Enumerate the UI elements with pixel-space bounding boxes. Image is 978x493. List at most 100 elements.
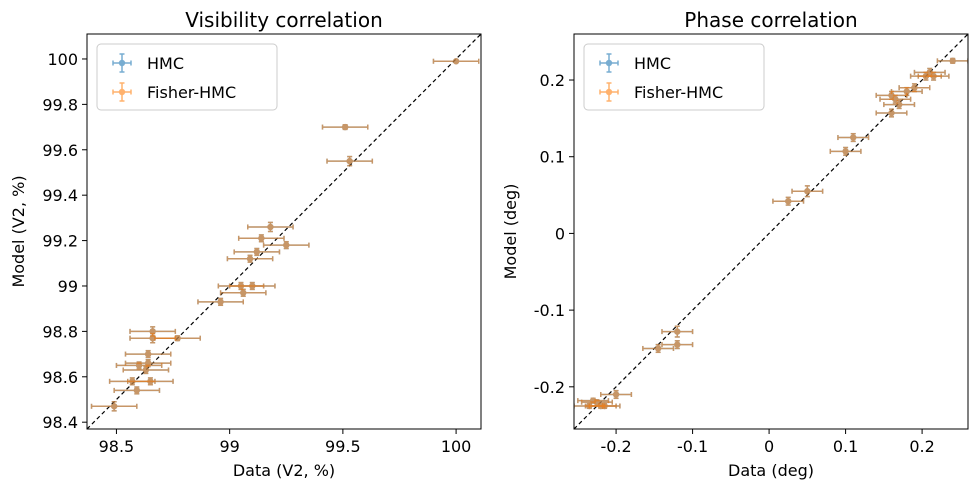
- x-tick-label: 98.5: [99, 437, 135, 456]
- data-point: [898, 83, 931, 93]
- y-tick-label: 0.1: [540, 148, 565, 167]
- data-point: [772, 196, 805, 206]
- y-tick-label: 98.4: [42, 413, 78, 432]
- point-marker: [240, 289, 247, 296]
- legend-label: Fisher-HMC: [147, 83, 236, 102]
- point-marker: [452, 58, 460, 65]
- data-point: [321, 123, 369, 131]
- point-marker: [804, 188, 811, 195]
- legend: HMC Fisher-HMC: [96, 43, 278, 111]
- hmc-legend-marker: [599, 53, 619, 73]
- point-marker: [654, 345, 662, 352]
- point-marker: [785, 198, 792, 205]
- x-axis-label: Data (V2, %): [233, 461, 335, 480]
- x-tick-label: 99: [219, 437, 239, 456]
- data-point: [883, 99, 916, 110]
- data-point: [233, 247, 281, 257]
- point-marker: [346, 157, 353, 165]
- data-point: [217, 281, 265, 291]
- y-axis-label: Model (V2, %): [9, 175, 28, 287]
- point-marker: [133, 387, 141, 394]
- legend-label: HMC: [634, 54, 671, 73]
- data-point: [262, 240, 310, 250]
- y-tick-label: 0.2: [540, 71, 565, 90]
- y-tick-label: 99.6: [42, 141, 78, 160]
- point-marker: [149, 334, 156, 342]
- data-point: [909, 71, 942, 81]
- point-marker: [850, 134, 857, 141]
- legend-box: [583, 43, 765, 111]
- legend-label: HMC: [147, 54, 184, 73]
- x-tick-label: -0.2: [600, 437, 631, 456]
- data-point: [122, 365, 170, 375]
- x-tick-label: 0.2: [909, 437, 934, 456]
- point-marker: [246, 255, 254, 262]
- data-point: [124, 349, 172, 359]
- fisher-hmc-series: [574, 57, 968, 410]
- fisher-hmc-legend-marker: [599, 82, 619, 102]
- point-marker: [674, 328, 681, 335]
- data-point: [129, 332, 177, 344]
- axes-frame: [573, 33, 969, 430]
- point-marker: [135, 362, 143, 369]
- point-marker: [258, 235, 265, 242]
- point-marker: [612, 391, 620, 398]
- hmc-legend-marker: [112, 53, 132, 73]
- data-point: [936, 57, 968, 65]
- y-axis-label: Model (deg): [501, 184, 520, 280]
- point-marker: [129, 378, 136, 385]
- y-tick-label: -0.1: [534, 301, 565, 320]
- point-marker: [949, 57, 956, 65]
- y-tick-label: 99.4: [42, 186, 78, 205]
- point-marker: [142, 366, 150, 374]
- data-point: [108, 377, 156, 386]
- data-point: [791, 185, 824, 198]
- x-tick-label: 0.1: [833, 437, 858, 456]
- data-point: [326, 155, 374, 167]
- data-point: [574, 402, 606, 410]
- data-point: [837, 132, 870, 143]
- point-marker: [842, 148, 849, 155]
- fisher-hmc-legend-marker: [112, 82, 132, 102]
- legend: HMC Fisher-HMC: [583, 43, 765, 111]
- data-point: [237, 234, 285, 243]
- data-point: [600, 389, 633, 400]
- phase-correlation-panel: Phase correlation -0.2 -0.1 0 0.1 0.2 -0.2 -0.1…: [501, 8, 969, 480]
- chart-title: Phase correlation: [684, 8, 857, 32]
- data-point: [197, 297, 244, 307]
- data-point: [661, 325, 694, 338]
- data-point: [219, 288, 267, 297]
- x-tick-label: 99.5: [325, 437, 361, 456]
- x-tick-label: 0: [764, 437, 774, 456]
- data-point: [875, 90, 908, 100]
- point-marker: [267, 223, 274, 231]
- point-marker: [217, 298, 224, 306]
- y-tick-label: 100: [47, 50, 78, 69]
- point-marker: [586, 402, 593, 410]
- y-tick-label: 99.2: [42, 232, 78, 251]
- point-marker: [911, 84, 918, 91]
- y-tick-label: 99: [58, 277, 78, 296]
- point-marker: [922, 72, 930, 80]
- data-point: [875, 108, 908, 118]
- point-marker: [903, 88, 910, 95]
- axes-frame: [86, 33, 482, 430]
- y-tick-label: -0.2: [534, 378, 565, 397]
- point-marker: [110, 403, 118, 410]
- x-tick-label: -0.1: [677, 437, 708, 456]
- x-axis-label: Data (deg): [728, 461, 814, 480]
- y-tick-label: 98.6: [42, 368, 78, 387]
- point-marker: [674, 341, 681, 348]
- point-marker: [237, 282, 245, 290]
- fisher-hmc-series: [90, 58, 480, 412]
- data-point: [226, 254, 274, 263]
- point-marker: [144, 350, 152, 358]
- point-marker: [895, 101, 903, 108]
- point-marker: [341, 123, 349, 131]
- data-point: [829, 146, 862, 156]
- point-marker: [283, 241, 290, 249]
- visibility-correlation-panel: Visibility correlation 98.5 99 99.5 100 98.4 9…: [9, 8, 482, 480]
- data-point: [247, 221, 294, 233]
- y-tick-label: 99.8: [42, 95, 78, 114]
